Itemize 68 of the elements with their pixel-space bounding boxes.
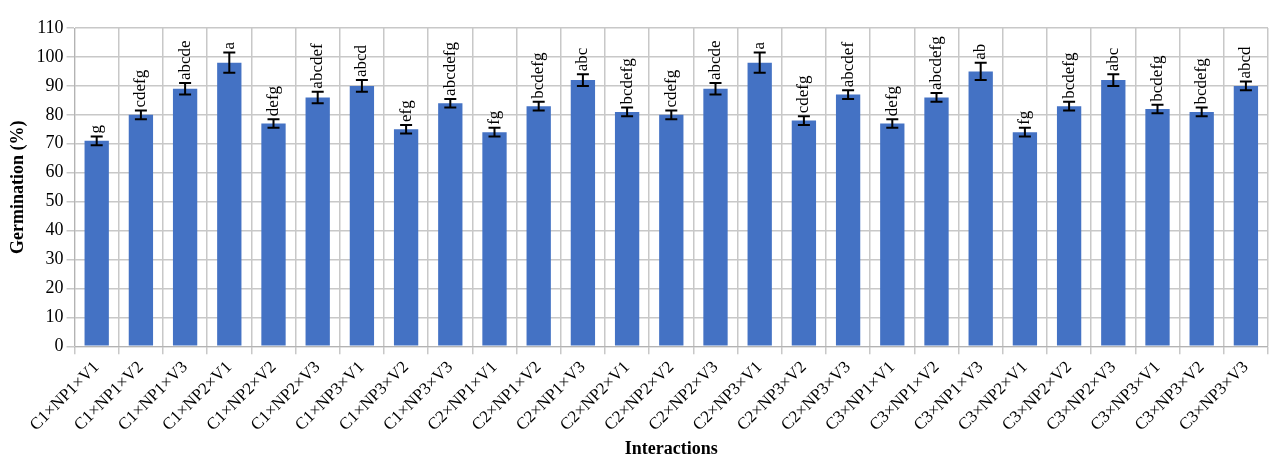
bar: [614, 111, 640, 346]
y-axis-title: Germination (%): [7, 120, 29, 254]
bar: [968, 71, 993, 346]
bar: [1233, 85, 1259, 346]
bar: [1101, 80, 1126, 346]
bar: [924, 97, 949, 346]
bar: [747, 62, 772, 346]
bar: [880, 123, 905, 346]
bar: [791, 120, 817, 346]
data-label: g: [86, 124, 106, 134]
bar: [1189, 111, 1214, 346]
bar: [570, 80, 596, 346]
data-label: a: [218, 41, 238, 50]
y-tick-label: 0: [54, 335, 64, 356]
data-label: fg: [483, 110, 503, 125]
x-axis-title: Interactions: [624, 437, 718, 458]
bar: [703, 88, 728, 346]
data-label: cdefg: [130, 69, 150, 108]
data-label: bcdefg: [616, 57, 636, 105]
bar: [659, 114, 684, 346]
y-tick-label: 100: [36, 45, 64, 66]
y-tick-label: 70: [45, 132, 64, 153]
data-label: abcdef: [307, 43, 327, 89]
bar: [1056, 106, 1082, 346]
bar: [217, 62, 242, 346]
y-tick-label: 50: [45, 190, 64, 211]
data-label: cdefg: [793, 75, 813, 114]
y-tick-label: 60: [45, 161, 64, 182]
bar: [438, 103, 463, 346]
bar: [482, 132, 507, 346]
bar: [393, 129, 419, 346]
bar: [835, 94, 861, 346]
data-label: ab: [970, 43, 990, 60]
y-tick-label: 40: [45, 219, 64, 240]
data-label: bcdefg: [1058, 52, 1078, 99]
bar: [84, 140, 109, 346]
data-label: efg: [395, 99, 415, 122]
data-label: abc: [1102, 47, 1122, 72]
bar: [1145, 109, 1170, 346]
y-tick-label: 20: [45, 277, 64, 298]
data-label: bcdefg: [1191, 57, 1211, 105]
data-label: abcde: [704, 40, 724, 80]
data-label: cdefg: [660, 69, 680, 108]
bar: [349, 85, 375, 346]
data-label: defg: [881, 85, 901, 117]
bar: [128, 114, 154, 346]
y-tick-label: 10: [45, 306, 64, 327]
data-label: abcde: [174, 40, 194, 80]
bar: [172, 88, 198, 346]
data-label: bcdefg: [1146, 54, 1166, 102]
data-label: abcdef: [837, 41, 857, 88]
data-label: abc: [572, 47, 592, 72]
data-label: defg: [262, 85, 282, 117]
data-label: bcdefg: [528, 52, 548, 99]
data-label: abcd: [1235, 45, 1255, 79]
bar: [526, 106, 551, 346]
y-tick-label: 110: [37, 16, 64, 37]
bar: [1012, 132, 1038, 346]
data-label: abcdefg: [439, 41, 459, 96]
data-label: abcdefg: [925, 35, 945, 91]
y-tick-label: 90: [45, 74, 64, 95]
data-label: a: [749, 41, 769, 50]
data-label: fg: [1014, 110, 1034, 125]
y-tick-label: 30: [45, 248, 64, 269]
data-label: abcd: [351, 44, 371, 78]
bar: [261, 123, 286, 346]
y-tick-label: 80: [45, 103, 64, 124]
bar: [305, 97, 330, 346]
